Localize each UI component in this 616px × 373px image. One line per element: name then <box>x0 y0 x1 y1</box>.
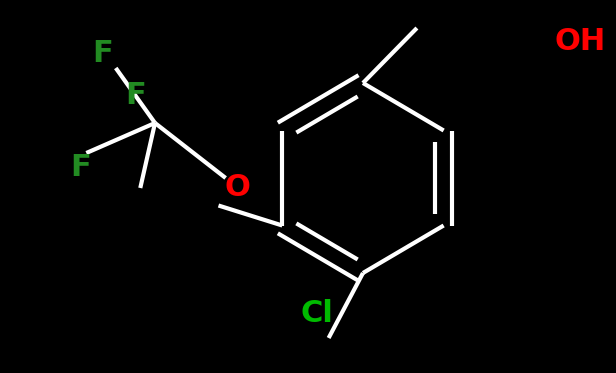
Text: F: F <box>70 154 91 182</box>
Text: F: F <box>92 38 113 68</box>
Text: O: O <box>224 173 250 203</box>
Text: F: F <box>125 81 146 110</box>
Text: OH: OH <box>554 26 606 56</box>
Text: Cl: Cl <box>301 298 333 327</box>
